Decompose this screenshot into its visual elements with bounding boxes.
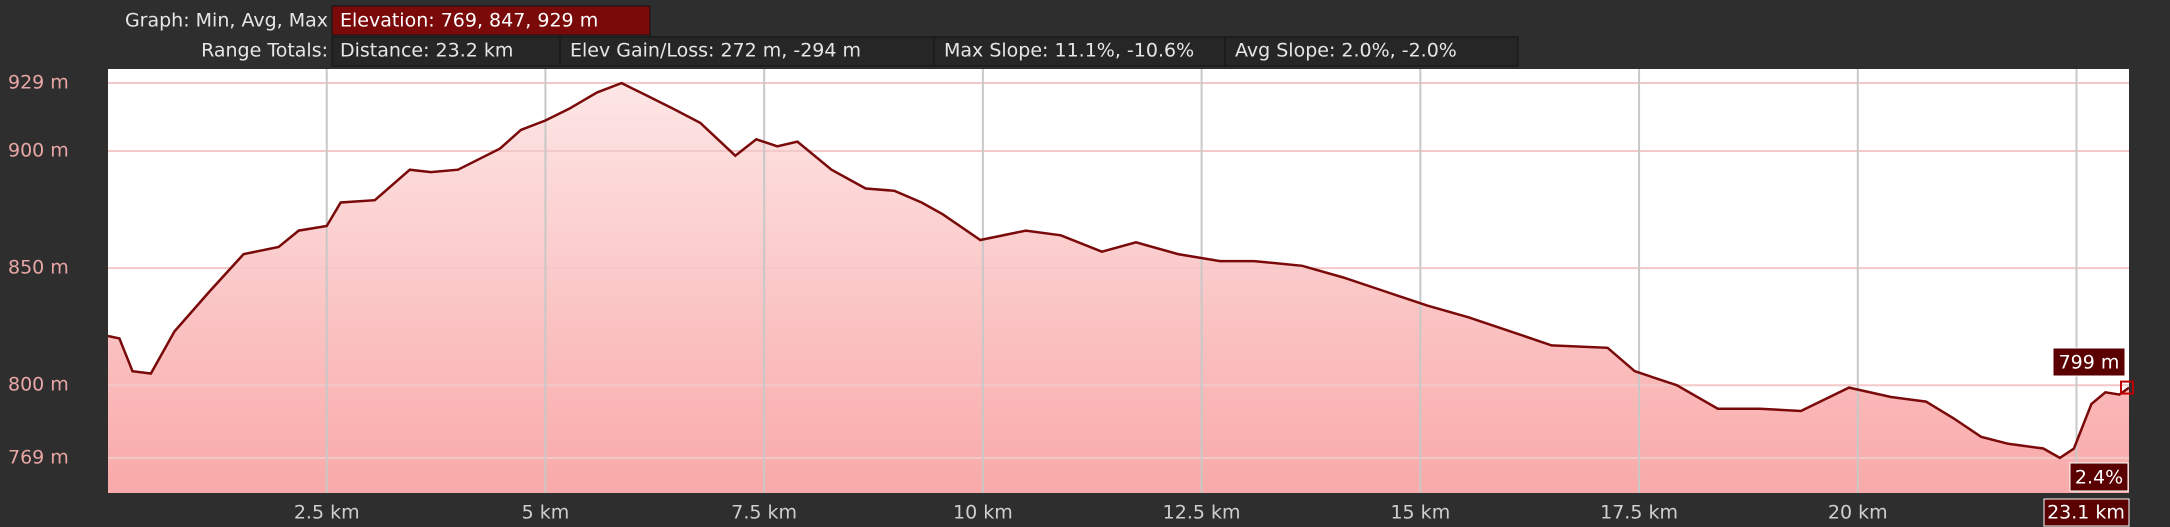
x-tick-label: 2.5 km (294, 502, 360, 524)
cursor-label-box (2043, 498, 2130, 527)
elevation-line (107, 81, 2130, 460)
avg-slope-stat: Avg Slope: 2.0%, -2.0% (1235, 40, 1457, 62)
x-tick-label: 17.5 km (1600, 502, 1678, 524)
distance-stat: Distance: 23.2 km (340, 40, 513, 62)
x-tick-label: 5 km (522, 502, 570, 524)
x-tick-label: 20 km (1828, 502, 1888, 524)
cursor-label-box (2052, 347, 2126, 377)
elevation-area (108, 83, 2129, 493)
stat-box (1224, 36, 1519, 67)
elevation-stat: Elevation: 769, 847, 929 m (340, 10, 598, 32)
cursor-slope: 2.4% (2075, 467, 2123, 489)
y-tick-label: 769 m (8, 446, 69, 468)
y-tick-label: 850 m (8, 257, 69, 279)
y-tick-label: 800 m (8, 374, 69, 396)
range-label: Range Totals: (201, 40, 328, 62)
y-tick-label: 929 m (8, 72, 69, 94)
graph-label: Graph: Min, Avg, Max (125, 10, 328, 32)
stat-box (933, 36, 1226, 67)
cursor-distance: 23.1 km (2047, 502, 2125, 524)
stat-box (331, 36, 561, 67)
gain-loss-stat: Elev Gain/Loss: 272 m, -294 m (570, 40, 861, 62)
cursor-label-box (2069, 462, 2129, 492)
x-tick-label: 15 km (1390, 502, 1450, 524)
cursor-marker (2120, 380, 2134, 395)
y-tick-label: 900 m (8, 139, 69, 161)
x-tick-label: 7.5 km (731, 502, 797, 524)
max-slope-stat: Max Slope: 11.1%, -10.6% (944, 40, 1194, 62)
x-tick-label: 10 km (953, 502, 1013, 524)
elevation-box (331, 5, 651, 36)
cursor-elevation: 799 m (2059, 352, 2120, 374)
x-tick-label: 12.5 km (1163, 502, 1241, 524)
stat-box (559, 36, 935, 67)
